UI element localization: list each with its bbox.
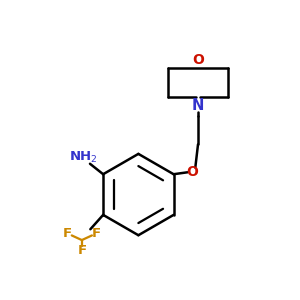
Text: F: F xyxy=(63,226,72,240)
Text: F: F xyxy=(92,226,101,240)
Text: N: N xyxy=(192,98,204,113)
Text: O: O xyxy=(192,52,204,67)
Text: NH$_2$: NH$_2$ xyxy=(69,150,98,166)
Text: O: O xyxy=(186,165,198,179)
Text: F: F xyxy=(77,244,86,257)
